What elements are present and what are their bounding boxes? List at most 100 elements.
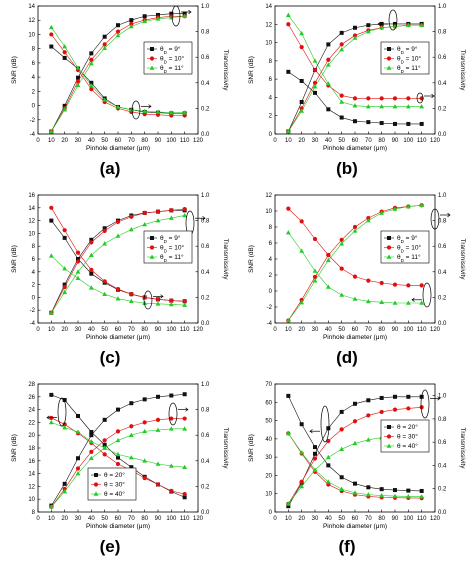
x-tick-label: 60 — [115, 516, 122, 522]
data-point — [365, 29, 371, 34]
x-tick-label: 0 — [36, 327, 40, 333]
data-point — [156, 12, 160, 17]
data-point — [75, 269, 81, 274]
data-point — [62, 489, 68, 494]
data-point — [313, 445, 317, 450]
data-point — [182, 491, 187, 497]
data-point — [169, 298, 174, 303]
series-black-left — [286, 393, 424, 493]
data-point — [102, 438, 107, 443]
data-point — [312, 67, 318, 73]
y-right-tick-label: 0.0 — [438, 510, 447, 516]
data-point — [313, 90, 317, 95]
data-point — [312, 456, 318, 461]
y-tick-label: 6 — [269, 241, 273, 247]
data-point — [75, 471, 81, 476]
data-point — [352, 490, 358, 495]
data-point — [286, 393, 291, 398]
data-point — [352, 440, 358, 446]
data-point — [325, 62, 331, 67]
y-tick-label: 0 — [269, 289, 273, 295]
y-right-tick-label: 0.6 — [438, 55, 447, 61]
data-point — [286, 206, 291, 211]
x-tick-label: 10 — [285, 516, 292, 522]
y-tick-label: 0 — [32, 295, 36, 301]
data-point — [339, 475, 344, 480]
data-point — [115, 29, 121, 34]
x-tick-label: 80 — [141, 327, 148, 333]
legend-entry: θD = 11° — [397, 64, 421, 74]
series-green-left — [285, 230, 425, 305]
panel-label: (d) — [336, 348, 358, 367]
data-point — [339, 93, 344, 98]
data-point — [339, 30, 344, 35]
x-tick-label: 40 — [88, 327, 95, 333]
legend-entry: θ = 20° — [104, 471, 125, 479]
data-point — [312, 268, 318, 273]
x-tick-label: 120 — [193, 138, 204, 144]
y-tick-label: 0 — [269, 510, 273, 516]
legend: θD = 9°θD = 10°θD = 11° — [143, 41, 193, 75]
axis-indicator-annotation — [430, 208, 451, 230]
x-tick-label: 110 — [417, 327, 427, 333]
data-point — [379, 104, 385, 109]
x-tick-label: 40 — [88, 138, 95, 144]
x-tick-label: 90 — [155, 138, 162, 144]
y-tick-label: 12 — [28, 219, 35, 225]
axis-indicator-annotation — [143, 290, 164, 310]
data-point — [392, 206, 398, 211]
data-point — [285, 317, 291, 323]
x-tick-label: 120 — [430, 138, 441, 144]
data-point — [419, 202, 425, 208]
x-tick-label: 20 — [61, 138, 68, 144]
data-point — [116, 455, 120, 460]
data-point — [419, 300, 425, 305]
x-axis-label: Pinhole diameter (μm) — [323, 145, 387, 152]
y-right-tick-label: 0.4 — [201, 81, 210, 87]
data-point — [155, 16, 161, 21]
legend-entry: θD = 9° — [160, 234, 181, 244]
data-point — [48, 419, 54, 425]
data-point — [299, 422, 304, 427]
y-right-tick-label: 1.0 — [438, 394, 447, 400]
legend-entry: θD = 11° — [397, 253, 421, 263]
data-point — [168, 215, 174, 220]
data-point — [419, 405, 424, 410]
chart-panel-c: 0 10 20 30 40 50 60 70 80 90 100 110 120 -4 -2 0 2 4 6 8 10 1… — [11, 193, 229, 367]
y-tick-label: 22 — [28, 420, 35, 426]
data-point — [299, 479, 304, 484]
x-tick-label: 30 — [75, 327, 82, 333]
data-point — [129, 214, 134, 219]
data-point — [155, 218, 161, 223]
y-right-tick-label: 0.2 — [201, 106, 210, 112]
data-point — [365, 218, 371, 223]
y-tick-label: 16 — [28, 193, 35, 199]
x-tick-label: 90 — [155, 327, 162, 333]
data-point — [392, 300, 398, 305]
data-point — [352, 419, 358, 424]
data-point — [89, 449, 94, 454]
data-point — [392, 96, 398, 101]
data-point — [339, 409, 344, 414]
data-point — [102, 417, 107, 422]
x-tick-label: 90 — [392, 516, 399, 522]
legend-marker — [93, 491, 99, 496]
series-green-left — [48, 253, 188, 307]
legend-entry: θD = 9° — [397, 45, 418, 55]
series-black-left — [286, 69, 424, 126]
x-axis-label: Pinhole diameter (μm) — [86, 523, 150, 530]
data-point — [128, 107, 134, 112]
y-tick-label: 70 — [265, 382, 272, 388]
data-point — [379, 299, 385, 304]
series-green-left — [48, 24, 188, 115]
data-point — [115, 437, 121, 443]
data-point — [75, 79, 81, 84]
x-tick-label: 70 — [365, 516, 372, 522]
y-right-tick-label: 0.0 — [438, 132, 447, 138]
y-right-tick-label: 0.0 — [438, 321, 447, 327]
x-tick-label: 10 — [285, 138, 292, 144]
legend-entry: θD = 10° — [397, 244, 422, 254]
data-point — [155, 297, 161, 302]
data-point — [62, 228, 67, 233]
